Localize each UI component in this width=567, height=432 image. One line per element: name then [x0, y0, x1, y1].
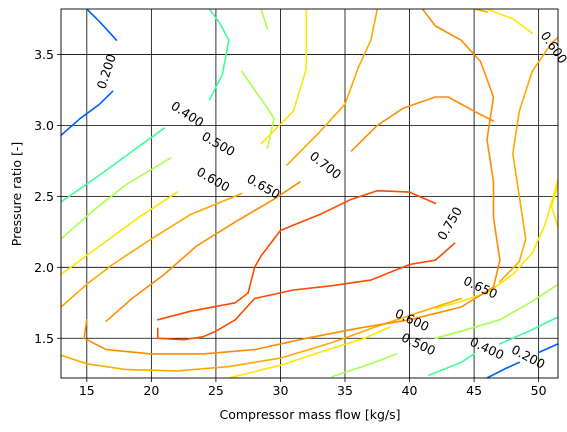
x-tick-label: 30: [273, 383, 289, 398]
contour-0-4-line: [208, 9, 230, 101]
contour-0-6-line: [228, 326, 392, 378]
contour-lines: [61, 9, 558, 378]
contour-0-2-line: [86, 9, 118, 42]
contour-0-6-line: [434, 178, 558, 310]
contour-0-75-line: [157, 242, 456, 341]
x-tick-label: 20: [143, 383, 159, 398]
contour-0-7-line: [105, 181, 301, 323]
x-tick-label: 50: [531, 383, 547, 398]
x-tick-label: 25: [208, 383, 224, 398]
contour-0-6-line: [61, 191, 178, 276]
x-axis-label: Compressor mass flow [kg/s]: [219, 407, 400, 422]
grid: [61, 9, 558, 378]
contour-0-6-line: [260, 9, 308, 145]
y-tick-label: 2.5: [34, 189, 54, 204]
contour-0-75-line: [157, 189, 437, 321]
contour-0-5-line: [61, 157, 172, 240]
y-tick-label: 2.0: [34, 260, 54, 275]
y-axis-label: Pressure ratio [-]: [9, 142, 24, 246]
y-tick-label: 3.5: [34, 47, 54, 62]
contour-0-2-line: [537, 343, 558, 354]
contour-0-65-line: [499, 36, 558, 283]
y-tick-label: 3.0: [34, 118, 54, 133]
contour-0-6-line: [486, 9, 534, 34]
contour-0-2-line: [486, 361, 521, 378]
y-tick-label: 1.5: [34, 331, 54, 346]
contour-0-6-line: [550, 184, 558, 229]
contour-0-2-line: [61, 90, 114, 137]
contour-0-65-line: [473, 9, 488, 13]
contour-0-5-line: [331, 353, 398, 378]
contour-0-7-line: [83, 9, 501, 355]
contour-0-4-line: [61, 127, 166, 203]
x-tick-label: 45: [466, 383, 482, 398]
plot-area: [61, 9, 558, 378]
plot-frame: [60, 8, 559, 379]
axis-ticks: 15 20 25 30 35 40 45 50 1.5 2.0 2.5 3.0 3.5: [34, 47, 547, 398]
contour-0-4-line: [499, 316, 558, 345]
x-tick-label: 15: [79, 383, 95, 398]
contour-0-7-line: [350, 96, 495, 152]
contour-0-65-line: [286, 9, 379, 166]
contour-0-5-line: [434, 283, 558, 340]
contour-0-65-line: [61, 297, 463, 372]
contour-0-4-line: [428, 353, 475, 377]
contour-0-5-line: [260, 9, 269, 30]
x-tick-label: 40: [402, 383, 418, 398]
x-tick-label: 35: [337, 383, 353, 398]
contour-0-65-line: [61, 192, 243, 308]
